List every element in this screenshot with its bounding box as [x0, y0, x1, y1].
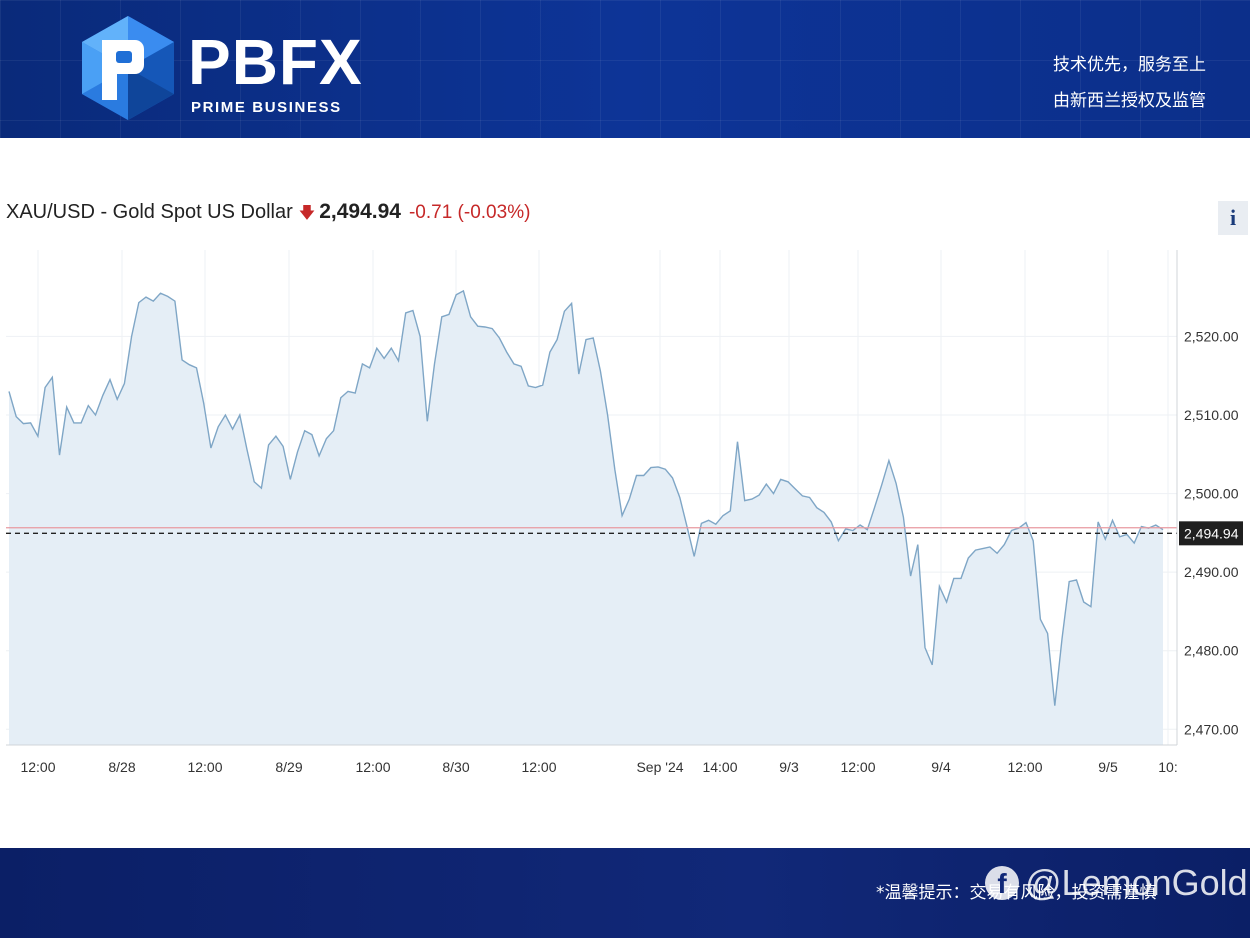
x-tick-label: 9/5 [1098, 759, 1118, 775]
watermark: f @LemonGold [985, 862, 1248, 904]
slogan-line-2: 由新西兰授权及监管 [1053, 91, 1206, 111]
x-tick-label: 12:00 [20, 759, 55, 775]
x-tick-label: 9/3 [779, 759, 799, 775]
x-tick-label: 14:00 [702, 759, 737, 775]
x-tick-label: 12:00 [1007, 759, 1042, 775]
x-tick-label: 12:00 [840, 759, 875, 775]
x-tick-label: 12:00 [521, 759, 556, 775]
price-line [8, 289, 1164, 706]
footer-banner: *温馨提示：交易有风险，投资需谨慎 [0, 848, 1250, 938]
last-price-tag-label: 2,494.94 [1184, 525, 1239, 541]
pbfx-logo-icon [82, 16, 174, 120]
y-tick-label: 2,500.00 [1184, 486, 1239, 502]
last-price-tag: 2,494.94 [1179, 521, 1243, 546]
x-tick-label: 12:00 [187, 759, 222, 775]
facebook-icon: f [985, 866, 1019, 900]
y-tick-label: 2,510.00 [1184, 407, 1239, 423]
quote-title-bar: XAU/USD - Gold Spot US Dollar 🡇 2,494.94… [6, 200, 530, 226]
price-chart[interactable]: 2,470.00 2,480.00 2,490.00 2,500.00 2,510.00… [0, 240, 1250, 780]
x-tick-label: 10: [1158, 759, 1177, 775]
risk-warning: *温馨提示：交易有风险，投资需谨慎 [876, 883, 1157, 903]
x-tick-label: 8/29 [275, 759, 302, 775]
watermark-text: @LemonGold [1025, 862, 1248, 903]
y-axis-ticks: 2,470.00 2,480.00 2,490.00 2,500.00 2,510.00… [1184, 328, 1239, 737]
x-tick-label: 12:00 [355, 759, 390, 775]
header-pattern [0, 0, 1250, 138]
price-area-fill [9, 290, 1163, 745]
price-change: -0.71 (-0.03%) [408, 202, 531, 223]
y-tick-label: 2,470.00 [1184, 721, 1239, 737]
x-axis-ticks: 12:00 8/28 12:00 8/29 12:00 8/30 12:00 Sep '24 1… [20, 759, 1177, 775]
x-tick-label: 8/28 [108, 759, 135, 775]
info-button[interactable]: i [1218, 201, 1248, 235]
brand-name: PBFX [188, 26, 363, 98]
down-arrow-icon: 🡇 [298, 203, 316, 222]
x-tick-label: 8/30 [442, 759, 469, 775]
y-tick-label: 2,520.00 [1184, 328, 1239, 344]
slogan-line-1: 技术优先，服务至上 [1053, 55, 1206, 75]
y-tick-label: 2,490.00 [1184, 564, 1239, 580]
x-tick-label: Sep '24 [636, 759, 683, 775]
y-tick-label: 2,480.00 [1184, 643, 1239, 659]
symbol-name: XAU/USD - Gold Spot US Dollar [6, 201, 293, 223]
brand-header: PBFX PRIME BUSINESS 技术优先，服务至上 由新西兰授权及监管 [0, 0, 1250, 138]
last-price-tag-bg [1179, 521, 1243, 546]
brand-subtitle: PRIME BUSINESS [191, 99, 342, 116]
x-tick-label: 9/4 [931, 759, 951, 775]
current-price: 2,494.94 [319, 200, 401, 223]
